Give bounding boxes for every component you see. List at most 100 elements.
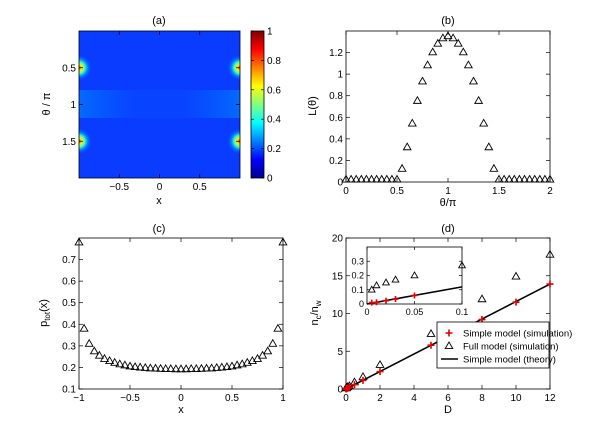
panel-c-points (74, 237, 288, 373)
legend-box (436, 321, 550, 369)
legend-triangle-marker (444, 341, 454, 350)
simple-model-point (512, 298, 520, 306)
panel-b-point (402, 142, 412, 151)
panel-c-point (278, 237, 288, 246)
legend-entry-label: Simple model (theory) (463, 355, 556, 366)
panel-b-xtick-label: 2 (547, 186, 553, 197)
panel-c-ytick-label: 0.7 (62, 255, 76, 266)
panel-c-ytick-label: 0.5 (62, 298, 76, 309)
panel-b-point (494, 174, 504, 183)
inset-simple-model-point (373, 299, 380, 306)
panel-b-ytick-label: 0.8 (329, 91, 343, 102)
simple-model-point (351, 381, 358, 389)
panel-b-point (540, 174, 550, 183)
panel-b-ytick-label: 0 (337, 178, 343, 189)
panel-b-ytick-label: 1 (337, 70, 343, 81)
panel-b-point (489, 163, 499, 172)
panel-b-point (453, 38, 463, 47)
panel-b-xtick-label: 0 (343, 186, 349, 197)
panel-c-point (273, 323, 283, 332)
colorbar-ticks: 0 0.2 0.4 0.6 0.8 1 (251, 27, 281, 185)
panel-b-point (519, 174, 530, 183)
full-model-point (511, 271, 521, 280)
panel-c-point (110, 357, 120, 366)
panel-c-ytick-label: 0.4 (62, 320, 76, 331)
panel-c-point (227, 361, 237, 370)
panel-c-point (176, 364, 186, 373)
panel-b-point (346, 174, 356, 183)
inset-ytick-label: 0 (359, 299, 364, 309)
panel-b-point (443, 31, 453, 40)
panel-a-ylabel: θ / π (41, 92, 53, 115)
panel-c-point (232, 360, 242, 369)
simple-model-point (546, 280, 554, 288)
inset-ytick-label: 0.1 (351, 285, 364, 295)
colorbar-tick-label: 0.2 (267, 144, 281, 155)
panel-d-ylabel: nc/nw (309, 300, 323, 325)
panel-c-point (79, 323, 89, 332)
inset-xtick-label: 0.05 (406, 307, 424, 317)
colorbar-tick-label: 0.4 (267, 115, 281, 126)
panel-c-point (201, 363, 212, 372)
panel-b-xlabel: θ/π (440, 197, 457, 209)
panel-b-ytick-label: 1.2 (329, 48, 343, 59)
panel-c-frame (78, 237, 284, 390)
panel-c-point (140, 362, 150, 371)
inset-full-model-point (391, 275, 400, 283)
panel-a-xtick-label: 0.5 (193, 182, 207, 193)
panel-b-xtick-label: 0.5 (390, 186, 404, 197)
panel-b-point (463, 60, 473, 69)
panel-b-point (366, 174, 377, 183)
panel-d-marks (341, 249, 555, 393)
inset-ytick-label: 0.3 (351, 256, 364, 266)
inset-xtick-label: 0 (364, 307, 369, 317)
full-model-point (545, 249, 555, 258)
panel-b-point (499, 174, 509, 183)
panel-c-point (74, 237, 84, 246)
panel-d-xtick-label: 0 (343, 393, 349, 404)
panel-c-ylabel-tail: (x) (38, 299, 50, 312)
panel-c-ytick-label: 0.2 (62, 363, 76, 374)
heatmap-hotspot (79, 54, 92, 81)
panel-d-ytick-label: 20 (332, 234, 344, 245)
panel-b-points (341, 31, 555, 183)
panel-a-ytick-label: 0.5 (62, 63, 76, 74)
panel-b-point (407, 118, 417, 127)
legend-plus-marker (445, 329, 453, 337)
inset-chart: 0 0.05 0.1 0 0.1 0.2 0.3 (351, 247, 468, 317)
panel-b-point (484, 142, 494, 151)
panel-b-point (417, 76, 428, 85)
panel-b-point (351, 174, 361, 183)
panel-c-ylabel: ptot(x) (38, 299, 52, 327)
heatmap-hotspot (227, 54, 240, 81)
panel-b-point (341, 174, 351, 183)
panel-b-ytick-label: 0.4 (329, 134, 343, 145)
panel-b-xtick-label: 1.5 (492, 186, 506, 197)
panel-a-ytick-label: 1.5 (62, 137, 76, 148)
panel-c-ytick-label: 0.1 (62, 385, 76, 396)
simple-model-point (359, 376, 367, 384)
panel-c-xlabel: x (178, 404, 184, 416)
panel-c-point (125, 361, 135, 370)
panel-c-point (99, 353, 110, 362)
panel-b-xtick-label: 1 (445, 186, 451, 197)
panel-c-point (94, 350, 104, 359)
panel-c-point (115, 359, 125, 368)
panel-c-ylabel-main: p (38, 321, 50, 327)
panel-b-point (468, 76, 479, 85)
panel-d-xtick-label: 8 (479, 393, 485, 404)
panel-c-point (135, 362, 145, 371)
panel-b-frame (345, 30, 551, 183)
colorbar-tick-label: 0.8 (267, 56, 281, 67)
panel-c-point (186, 364, 196, 372)
panel-c-point (212, 362, 222, 371)
panel-b-axes: 0 0.5 1 1.5 2 0 0.2 0.4 0.6 0.8 1 1.2 (329, 31, 553, 197)
panel-d-ylabel-w: w (314, 300, 323, 307)
inset-full-model-point (410, 271, 419, 279)
panel-d-ylabel-n: n (309, 319, 321, 325)
panel-d-xtick-label: 6 (445, 393, 451, 404)
panel-b-point (387, 174, 397, 183)
panel-d-xlabel: D (444, 404, 452, 416)
panel-b-point (423, 60, 433, 69)
